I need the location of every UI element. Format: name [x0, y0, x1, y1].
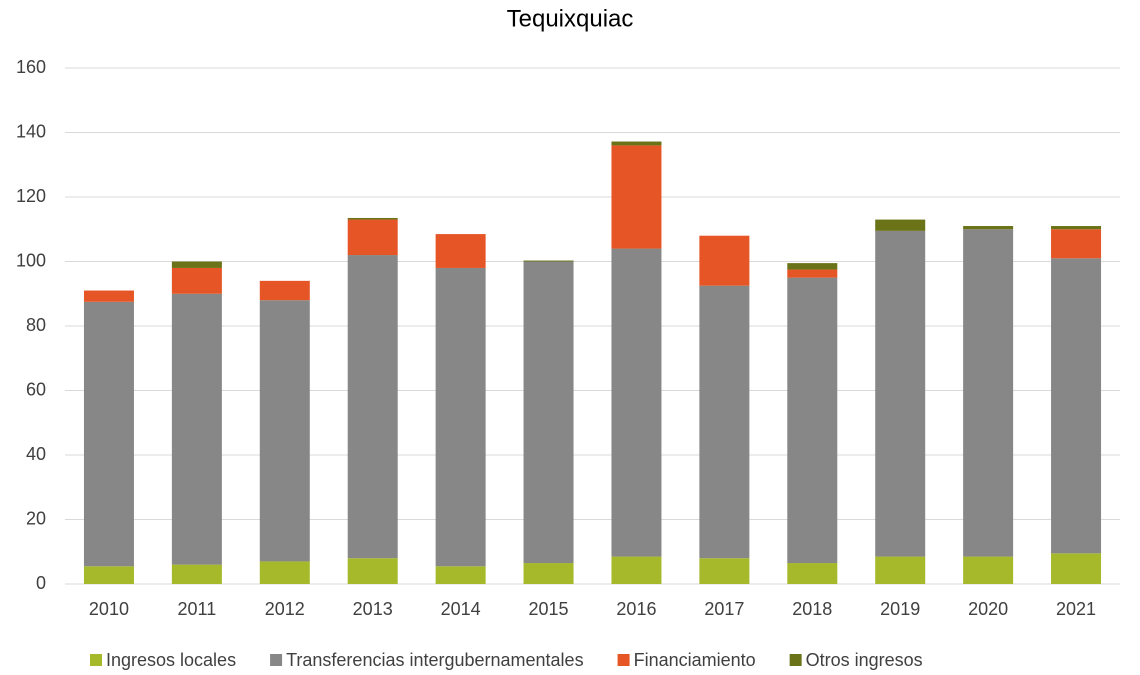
bar-segment [1051, 258, 1102, 554]
bar-segment [83, 290, 134, 302]
x-tick-label: 2018 [792, 599, 832, 619]
bar-segment [171, 564, 222, 584]
bar-segment [875, 556, 926, 584]
bar-segment [523, 563, 574, 584]
legend-swatch [90, 654, 102, 666]
legend-label: Otros ingresos [806, 650, 923, 670]
bar-segment [787, 263, 838, 270]
bar-segment [347, 219, 398, 256]
legend-swatch [270, 654, 283, 666]
bar-segment [435, 566, 486, 584]
y-tick-label: 100 [16, 250, 46, 270]
legend-label: Ingresos locales [106, 650, 236, 670]
bar-segment [347, 558, 398, 584]
x-tick-label: 2020 [968, 599, 1008, 619]
x-tick-label: 2012 [265, 599, 305, 619]
bar-segment [1051, 229, 1102, 259]
bar-segment [259, 280, 310, 301]
legend-label: Financiamiento [634, 650, 756, 670]
x-tick-label: 2019 [880, 599, 920, 619]
legend-label: Transferencias intergubernamentales [286, 650, 584, 670]
bar-segment [83, 301, 134, 567]
x-tick-label: 2021 [1056, 599, 1096, 619]
bar-segment [963, 226, 1014, 230]
bar-segment [171, 293, 222, 565]
y-tick-label: 120 [16, 186, 46, 206]
bar-segment [787, 277, 838, 564]
bar-segment [523, 260, 574, 262]
x-tick-label: 2011 [178, 599, 217, 619]
legend-swatch [789, 654, 802, 666]
bar-segment [611, 141, 662, 146]
bar-segment [963, 229, 1014, 557]
y-tick-label: 160 [16, 57, 46, 77]
bar-segment [83, 566, 134, 584]
y-tick-label: 20 [26, 508, 46, 528]
x-tick-label: 2010 [89, 599, 129, 619]
y-tick-label: 60 [26, 379, 46, 399]
bar-segment [963, 556, 1014, 584]
bar-segment [611, 556, 662, 584]
y-tick-label: 0 [36, 573, 46, 593]
x-tick-label: 2013 [353, 599, 393, 619]
bar-segment [347, 217, 398, 220]
bar-segment [523, 261, 574, 564]
bar-segment [259, 561, 310, 584]
y-tick-label: 140 [16, 121, 46, 141]
bar-segment [787, 269, 838, 278]
legend-swatch [617, 654, 630, 666]
bar-segment [699, 235, 750, 286]
bar-segment [259, 300, 310, 562]
bar-segment [611, 145, 662, 249]
x-tick-label: 2015 [529, 599, 569, 619]
bar-segment [171, 267, 222, 294]
bar-segment [1051, 553, 1102, 584]
y-tick-label: 40 [26, 444, 46, 464]
x-tick-label: 2016 [616, 599, 656, 619]
bar-segment [171, 261, 222, 268]
y-tick-label: 80 [26, 315, 46, 335]
bar-segment [435, 267, 486, 567]
chart-title: Tequixquiac [507, 5, 634, 32]
bar-segment [699, 558, 750, 584]
bar-segment [1051, 226, 1102, 230]
bar-segment [699, 285, 750, 559]
bar-segment [611, 248, 662, 557]
bar-segment [875, 230, 926, 557]
bar-segment [347, 255, 398, 559]
bar-segment [787, 563, 838, 584]
x-tick-label: 2017 [704, 599, 744, 619]
bar-segment [435, 234, 486, 268]
x-tick-label: 2014 [441, 599, 481, 619]
bar-segment [875, 219, 926, 231]
